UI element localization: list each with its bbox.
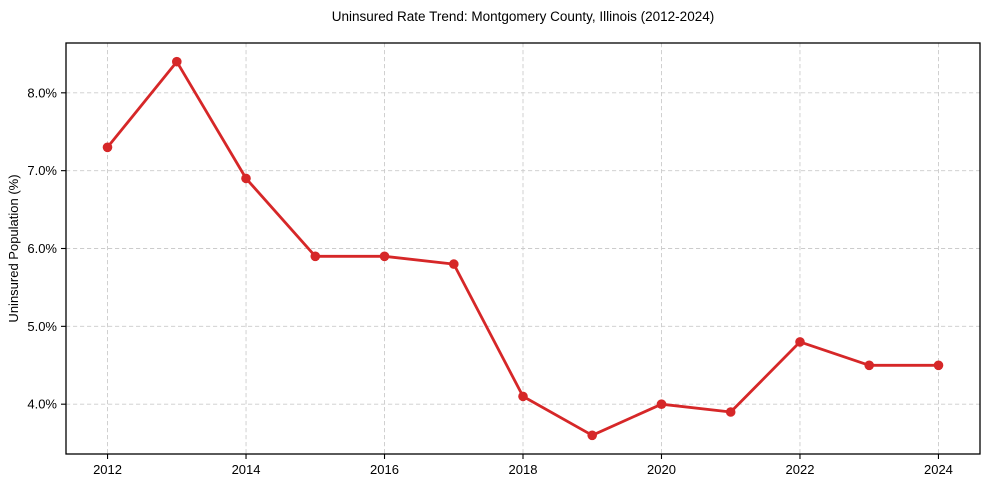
data-point-2018 xyxy=(518,391,528,402)
x-tick-label: 2014 xyxy=(232,462,261,477)
data-point-2014 xyxy=(241,173,251,184)
y-tick-label: 6.0% xyxy=(27,241,57,256)
y-axis: 4.0% 5.0% 6.0% 7.0% 8.0% xyxy=(27,85,66,412)
x-tick-label: 2020 xyxy=(647,462,676,477)
y-tick-label: 7.0% xyxy=(27,163,57,178)
x-tick-label: 2018 xyxy=(509,462,538,477)
data-point-2022 xyxy=(795,337,805,347)
chart-title: Uninsured Rate Trend: Montgomery County,… xyxy=(331,9,715,24)
data-point-2020 xyxy=(656,399,667,410)
x-axis: 2012 2014 2016 2018 2020 2022 2024 xyxy=(93,454,953,477)
data-point-2015 xyxy=(310,251,321,262)
y-tick-label: 5.0% xyxy=(27,319,57,334)
y-tick-label: 8.0% xyxy=(27,85,57,100)
data-point-2017 xyxy=(449,259,459,269)
data-point-2023 xyxy=(864,360,874,371)
y-axis-label: Uninsured Population (%) xyxy=(6,174,21,322)
data-point-2021 xyxy=(725,407,736,417)
x-tick-label: 2012 xyxy=(93,462,122,477)
data-point-2019 xyxy=(587,430,597,441)
grid xyxy=(66,43,980,454)
x-tick-label: 2022 xyxy=(786,462,815,477)
data-point-2024 xyxy=(933,360,944,371)
y-tick-label: 4.0% xyxy=(27,397,57,412)
data-point-2013 xyxy=(172,56,182,67)
data-point-2016 xyxy=(379,251,390,262)
data-point-2012 xyxy=(102,142,113,153)
x-tick-label: 2024 xyxy=(924,462,953,477)
x-tick-label: 2016 xyxy=(370,462,399,477)
